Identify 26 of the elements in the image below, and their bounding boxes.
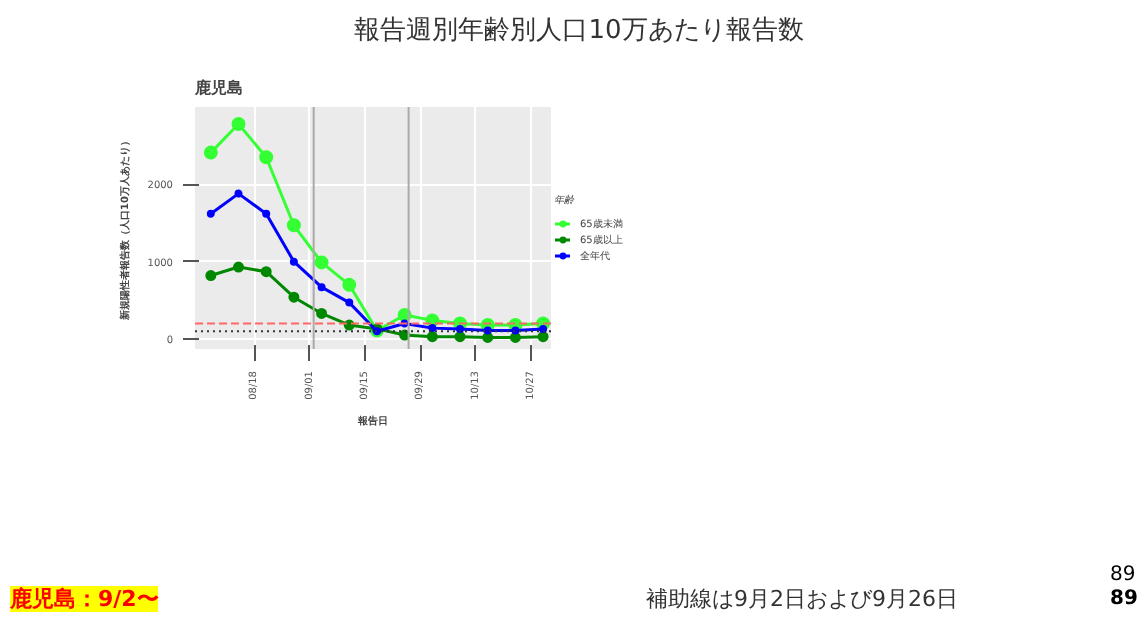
point	[537, 331, 549, 343]
point	[316, 307, 328, 319]
point	[426, 331, 438, 343]
text: 89	[1110, 564, 1136, 586]
point	[428, 324, 437, 333]
chart-subtitle: 報告週別年齢別人口10万あたり報告数	[352, 14, 806, 50]
point	[314, 255, 329, 270]
point	[317, 283, 326, 292]
point	[233, 261, 245, 273]
point	[234, 189, 243, 198]
point	[342, 277, 357, 292]
point	[262, 209, 271, 218]
point	[288, 291, 300, 303]
point	[206, 209, 215, 218]
text: 89	[1110, 588, 1138, 610]
point	[454, 331, 466, 343]
point	[289, 257, 298, 266]
point	[203, 145, 218, 160]
point	[345, 298, 354, 307]
chart-title: 鹿児島	[193, 77, 243, 97]
point	[260, 266, 272, 278]
point	[205, 270, 217, 282]
text: 補助線は9月2日および9月26日	[646, 586, 958, 612]
point	[259, 150, 274, 165]
point	[286, 218, 301, 233]
point	[231, 117, 246, 131]
